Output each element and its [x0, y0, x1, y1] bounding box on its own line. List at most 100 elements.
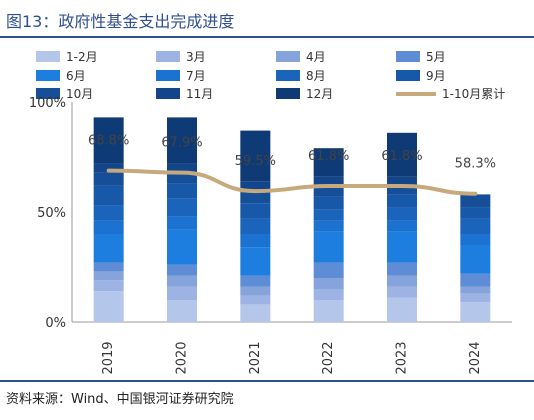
bar-segment	[167, 229, 197, 265]
bar-segment	[167, 198, 197, 217]
bar-segment	[240, 181, 271, 193]
bar-segment	[93, 291, 124, 322]
bar-segment	[313, 278, 344, 289]
bar-segment	[313, 289, 344, 300]
bar-segment	[93, 172, 124, 186]
bar-segment	[93, 163, 124, 173]
legend-swatch	[276, 70, 300, 81]
legend-swatch	[396, 70, 420, 81]
bar-segment	[167, 300, 197, 322]
bar-segment	[460, 273, 491, 287]
legend-swatch	[36, 51, 60, 62]
bar-segment	[93, 234, 124, 263]
bar-segment	[93, 262, 124, 272]
legend-swatch	[36, 70, 60, 81]
data-label: 68.8%	[88, 134, 129, 149]
top-rule	[0, 36, 534, 38]
bar-segment	[313, 231, 344, 263]
figure-title: 图13：政府性基金支出完成进度	[6, 12, 235, 31]
bar-segment	[167, 163, 197, 173]
legend-swatch	[156, 88, 180, 99]
data-label: 61.8%	[308, 149, 349, 164]
legend-label: 6月	[66, 69, 86, 83]
bar-segment	[387, 132, 417, 177]
x-tick-label: 2020	[175, 341, 190, 374]
bar-segment	[93, 271, 124, 281]
bar-segment	[313, 220, 344, 232]
bar-segment	[387, 185, 417, 195]
bar-segment	[460, 207, 491, 219]
bar-segment	[387, 275, 417, 287]
x-tick-label: 2021	[248, 341, 263, 374]
legend-label: 10月	[66, 87, 93, 101]
legend-label: 1-2月	[66, 50, 98, 64]
bar-segment	[167, 172, 197, 184]
bar-segment	[387, 194, 417, 208]
bar-segment	[460, 302, 491, 322]
bar-segment	[240, 192, 271, 204]
x-tick-label: 2019	[101, 341, 116, 374]
legend-label: 9月	[426, 69, 446, 83]
bar-segment	[313, 176, 344, 186]
bar-segment	[460, 245, 491, 274]
legend-label: 3月	[186, 50, 206, 64]
legend-label: 1-10月累计	[442, 87, 505, 101]
bar-segment	[167, 286, 197, 300]
bar-segment	[313, 209, 344, 221]
bar-segment	[387, 262, 417, 276]
y-tick-label: 0%	[45, 316, 66, 331]
legend-label: 5月	[426, 50, 446, 64]
bar-segment	[387, 220, 417, 232]
bar-segment	[167, 264, 197, 276]
bar-segment	[167, 275, 197, 287]
bar-segment	[240, 203, 271, 219]
bar-segment	[313, 185, 344, 197]
data-label: 61.8%	[381, 149, 422, 164]
bar-segment	[460, 234, 491, 245]
bar-segment	[240, 295, 271, 305]
bar-segment	[387, 231, 417, 263]
legend-label: 8月	[306, 69, 326, 83]
bar-segment	[387, 286, 417, 298]
line-series-cumulative	[106, 168, 478, 196]
stacked-bar-chart: 1-2月 3月 4月 5月 6月 7月 8月 9月 10月 11月 12月 1-10月累计 0% 50% 1…	[29, 50, 512, 375]
bar-segment	[167, 183, 197, 199]
y-tick-label: 100%	[29, 96, 66, 111]
x-tick-label: 2024	[468, 341, 483, 374]
bar-segment	[240, 218, 271, 234]
legend-swatch	[156, 70, 180, 81]
legend-label: 7月	[186, 69, 206, 83]
bar-segment	[313, 196, 344, 210]
bar-segment	[240, 286, 271, 296]
bar-segment	[240, 234, 271, 248]
bar-segment	[313, 262, 344, 278]
bar-segment	[387, 176, 417, 186]
x-tick-label: 2022	[321, 341, 336, 374]
data-label: 58.3%	[455, 157, 496, 172]
legend-swatch	[36, 88, 60, 99]
source-note: 资料来源：Wind、中国银河证券研究院	[6, 392, 234, 407]
bar-segment	[240, 130, 271, 182]
bar-segment	[167, 216, 197, 230]
bar-segment	[167, 117, 197, 164]
data-label: 59.5%	[235, 154, 276, 169]
bar-segment	[387, 297, 417, 322]
bar-segment	[313, 148, 344, 177]
x-tick-label: 2023	[395, 341, 410, 374]
bar-segment	[387, 207, 417, 221]
bar-segment	[240, 275, 271, 287]
data-label: 67.9%	[161, 136, 202, 151]
legend-swatch	[276, 51, 300, 62]
bar-segment	[93, 117, 124, 164]
legend-label: 12月	[306, 87, 333, 101]
legend-swatch	[276, 88, 300, 99]
bar-segment	[460, 286, 491, 294]
legend-label: 11月	[186, 87, 213, 101]
legend-swatch	[396, 51, 420, 62]
bar-segment	[93, 220, 124, 234]
y-tick-label: 50%	[37, 206, 66, 221]
bar-segment	[240, 247, 271, 276]
bar-segment	[93, 205, 124, 221]
bottom-rule	[0, 380, 534, 382]
bar-segment	[460, 218, 491, 234]
